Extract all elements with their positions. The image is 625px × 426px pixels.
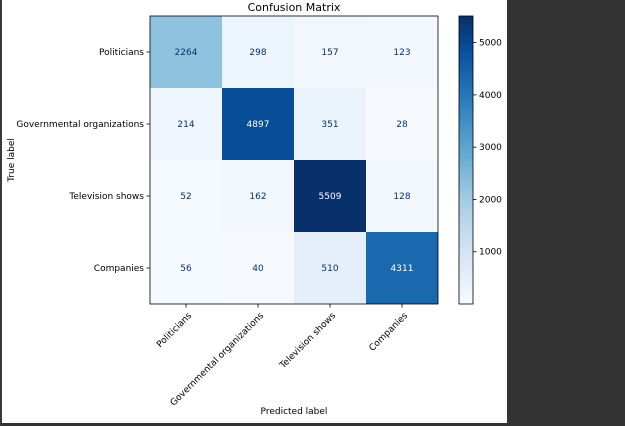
- cell-value-label: 298: [249, 48, 266, 58]
- heatmap-cell: [366, 232, 438, 304]
- cell-value-label: 2264: [175, 48, 198, 58]
- cell-value-label: 510: [321, 264, 338, 274]
- x-tick-label: Television shows: [278, 311, 339, 372]
- y-tick-label: Governmental organizations: [16, 120, 144, 130]
- heatmap-cell: [222, 88, 294, 160]
- cell-value-label: 214: [177, 120, 194, 130]
- heatmap-cell: [150, 16, 222, 88]
- colorbar-tick-label: 5000: [479, 39, 502, 49]
- colorbar-tick-label: 1000: [479, 248, 502, 258]
- heatmap-cell-labels: 2264 298 157 123 214 4897 351 28 52 162 5509 128 56 4…: [175, 48, 414, 274]
- colorbar-tick-label: 3000: [479, 143, 502, 153]
- cell-value-label: 4897: [247, 120, 270, 130]
- colorbar-tick-label: 4000: [479, 91, 502, 101]
- y-axis-label: True label: [7, 138, 17, 183]
- cell-value-label: 5509: [319, 192, 342, 202]
- cell-value-label: 128: [393, 192, 410, 202]
- y-tick-label: Television shows: [68, 192, 144, 202]
- cell-value-label: 162: [249, 192, 266, 202]
- cell-value-label: 56: [180, 264, 192, 274]
- cell-value-label: 40: [252, 264, 264, 274]
- heatmap-cell: [294, 232, 366, 304]
- plot-frame: [149, 15, 439, 305]
- heatmap-cell: [366, 16, 438, 88]
- chart-title: Confusion Matrix: [248, 1, 341, 14]
- cell-value-label: 4311: [391, 264, 414, 274]
- heatmap-cell: [366, 88, 438, 160]
- x-axis-label: Predicted label: [261, 407, 328, 417]
- colorbar-ticks: 1000 2000 3000 4000 5000: [473, 39, 502, 258]
- cell-value-label: 123: [393, 48, 410, 58]
- cell-value-label: 157: [321, 48, 338, 58]
- cell-value-label: 52: [180, 192, 191, 202]
- heatmap-cell: [150, 160, 222, 232]
- y-axis-ticks: Politicians Governmental organizations Tel…: [16, 48, 150, 274]
- heatmap-cell: [222, 16, 294, 88]
- heatmap-cell: [150, 88, 222, 160]
- cell-value-label: 351: [321, 120, 338, 130]
- colorbar: [458, 15, 474, 305]
- heatmap-cell: [222, 232, 294, 304]
- x-tick-label: Companies: [368, 311, 411, 354]
- cell-value-label: 28: [396, 120, 408, 130]
- x-tick-label: Politicians: [155, 311, 194, 350]
- heatmap-cells: [150, 16, 438, 304]
- heatmap-cell: [222, 160, 294, 232]
- outside-background: [507, 0, 625, 426]
- heatmap-cell: [150, 232, 222, 304]
- colorbar-tick-label: 2000: [479, 195, 502, 205]
- left-border: [0, 0, 2, 426]
- y-tick-label: Companies: [94, 264, 145, 274]
- heatmap-cell: [294, 16, 366, 88]
- y-tick-label: Politicians: [99, 48, 144, 58]
- heatmap-cell: [366, 160, 438, 232]
- heatmap-cell: [294, 88, 366, 160]
- heatmap-cell: [294, 160, 366, 232]
